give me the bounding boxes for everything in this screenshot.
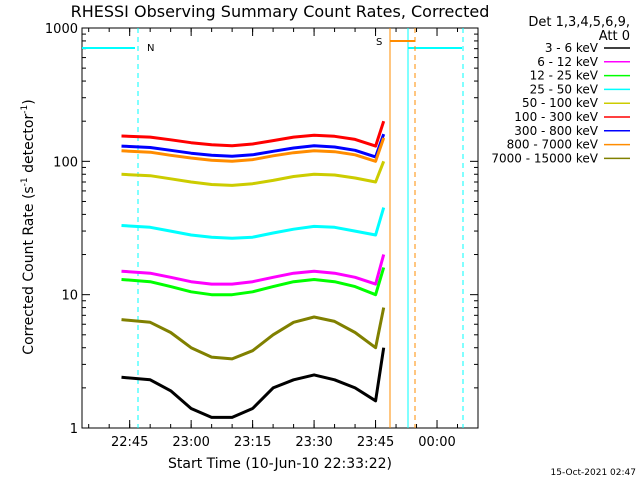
timestamp: 15-Oct-2021 02:47 bbox=[551, 468, 636, 478]
series-line bbox=[121, 267, 386, 297]
y-axis-label-b: detector bbox=[21, 114, 37, 178]
y-axis-label-sup2: -1 bbox=[20, 105, 30, 114]
legend-label: 50 - 100 keV bbox=[522, 96, 599, 110]
legend-label: 25 - 50 keV bbox=[530, 82, 599, 96]
y-tick-label: 100 bbox=[53, 155, 78, 170]
y-axis-label-c: ) bbox=[21, 99, 37, 104]
legend-label: 100 - 300 keV bbox=[514, 110, 598, 124]
legend-label: 7000 - 15000 keV bbox=[491, 151, 598, 165]
legend-header-line2: Att 0 bbox=[599, 29, 630, 44]
x-tick-label: 23:30 bbox=[295, 435, 332, 450]
legend-label: 300 - 800 keV bbox=[514, 124, 598, 138]
annotation-n-label: N bbox=[147, 43, 154, 54]
y-axis-label-a: Corrected Count Rate (s bbox=[21, 186, 37, 354]
plot-area: 1 10 100 1000 22:45 23:00 23:15 23:30 23:45 00:00… bbox=[45, 22, 479, 450]
annotation-s-label: S bbox=[376, 37, 382, 48]
y-tick-label: 1000 bbox=[45, 22, 78, 37]
y-axis-label: Corrected Count Rate (s-1 detector-1) bbox=[20, 99, 37, 354]
legend-label: 800 - 7000 keV bbox=[507, 138, 599, 152]
series-line bbox=[121, 307, 386, 361]
series-line bbox=[121, 137, 386, 163]
series-line bbox=[121, 347, 386, 419]
y-axis-label-sup1: -1 bbox=[20, 177, 30, 186]
plot-frame bbox=[81, 27, 479, 429]
legend-header-line1: Det 1,3,4,5,6,9, bbox=[528, 15, 630, 30]
series-line bbox=[121, 120, 386, 148]
series-line bbox=[121, 160, 386, 187]
x-tick-label: 23:15 bbox=[234, 435, 271, 450]
series-line bbox=[121, 207, 386, 240]
x-axis-label: Start Time (10-Jun-10 22:33:22) bbox=[168, 456, 392, 472]
series-line bbox=[121, 133, 386, 159]
legend-label: 3 - 6 keV bbox=[545, 41, 599, 55]
x-tick-label: 23:45 bbox=[357, 435, 394, 450]
series-line bbox=[121, 254, 386, 286]
x-tick-label: 23:00 bbox=[172, 435, 209, 450]
y-tick-label: 1 bbox=[70, 422, 78, 437]
x-tick-label: 22:45 bbox=[111, 435, 148, 450]
legend-label: 12 - 25 keV bbox=[530, 69, 599, 83]
x-tick-label: 00:00 bbox=[418, 435, 455, 450]
y-tick-label: 10 bbox=[61, 289, 78, 304]
chart-title: RHESSI Observing Summary Count Rates, Co… bbox=[71, 2, 490, 21]
series-group bbox=[121, 120, 386, 419]
legend-label: 6 - 12 keV bbox=[537, 55, 599, 69]
